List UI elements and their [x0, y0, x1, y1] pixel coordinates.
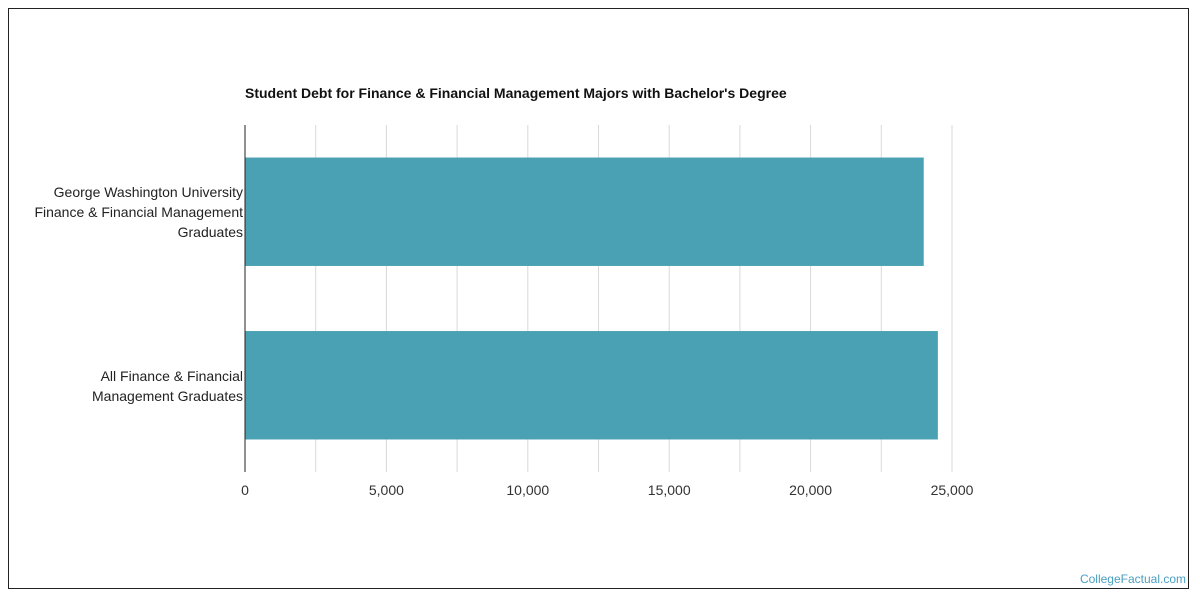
x-tick-label: 5,000 [369, 482, 404, 498]
category-label-gwu: George Washington University Finance & F… [34, 184, 243, 240]
chart-frame [8, 8, 1189, 589]
x-tick-label: 20,000 [789, 482, 832, 498]
bar-1 [245, 331, 938, 440]
chart-title: Student Debt for Finance & Financial Man… [245, 85, 787, 101]
bar-0 [245, 157, 924, 266]
x-tick-label: 0 [241, 482, 249, 498]
source-watermark[interactable]: CollegeFactual.com [1079, 572, 1186, 586]
x-tick-label: 15,000 [648, 482, 691, 498]
category-label-all: All Finance & Financial Management Gradu… [92, 368, 243, 404]
x-tick-label: 10,000 [506, 482, 549, 498]
x-tick-label: 25,000 [931, 482, 974, 498]
